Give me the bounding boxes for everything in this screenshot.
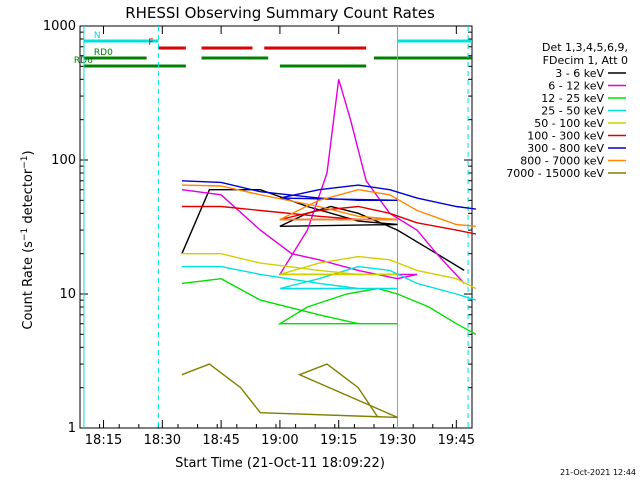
x-tick-label: 18:30 — [144, 433, 181, 448]
series-line — [181, 205, 477, 235]
y-tick-layer: 1 10 100 1000 — [43, 19, 472, 436]
legend: Det 1,3,4,5,6,9,FDecim 1, Att 03 - 6 keV… — [506, 41, 628, 180]
series-line — [181, 79, 465, 284]
legend-label: 6 - 12 keV — [548, 80, 604, 93]
status-segment-label: RD0 — [94, 48, 113, 58]
y-tick-label: 1 — [68, 421, 76, 436]
x-tick-label: 19:45 — [438, 433, 475, 448]
x-tick-label: 18:15 — [85, 433, 122, 448]
vertical-markers — [83, 26, 469, 428]
y-tick-label: 10 — [59, 287, 76, 302]
x-axis-label: Start Time (21-Oct-11 18:09:22) — [175, 456, 385, 471]
legend-label: 25 - 50 keV — [541, 105, 604, 118]
y-axis-label-exp2: −1 — [20, 155, 30, 168]
x-tick-layer: 18:15 18:30 18:45 19:00 19:15 19:30 19:45 — [79, 26, 475, 448]
x-tick-label: 18:45 — [202, 433, 239, 448]
legend-header: Det 1,3,4,5,6,9, — [542, 41, 628, 54]
legend-label: 800 - 7000 keV — [520, 155, 604, 168]
legend-header: FDecim 1, Att 0 — [543, 54, 628, 67]
status-segment-label: N — [94, 31, 101, 41]
x-tick-label: 19:00 — [261, 433, 298, 448]
series-line — [181, 363, 398, 419]
series-line — [181, 265, 477, 301]
chart-title: RHESSI Observing Summary Count Rates — [125, 4, 435, 22]
footer-date: 21-Oct-2021 12:44 — [560, 468, 636, 477]
y-tick-label: 1000 — [43, 19, 76, 34]
y-axis-label-exp: −1 — [20, 228, 30, 241]
series-line — [181, 277, 477, 335]
legend-label: 50 - 100 keV — [534, 117, 604, 130]
legend-label: 300 - 800 keV — [527, 142, 604, 155]
y-axis-label-rest: detector — [21, 168, 36, 228]
series-line — [181, 189, 465, 271]
y-axis-label-close: ) — [21, 150, 36, 155]
series-line — [181, 180, 476, 210]
y-axis-label: Count Rate (s−1 detector−1) — [20, 150, 36, 329]
series-line — [181, 184, 476, 227]
x-tick-label: 19:15 — [320, 433, 357, 448]
series-line — [181, 253, 477, 290]
legend-label: 7000 - 15000 keV — [506, 167, 604, 180]
status-segment-label: F — [148, 38, 153, 48]
x-tick-label: 19:30 — [379, 433, 416, 448]
series-layer — [181, 79, 477, 419]
legend-label: 3 - 6 keV — [555, 67, 604, 80]
legend-label: 100 - 300 keV — [527, 130, 604, 143]
y-axis-label-main: Count Rate (s — [21, 241, 36, 330]
y-tick-label: 100 — [51, 153, 76, 168]
legend-label: 12 - 25 keV — [541, 92, 604, 105]
